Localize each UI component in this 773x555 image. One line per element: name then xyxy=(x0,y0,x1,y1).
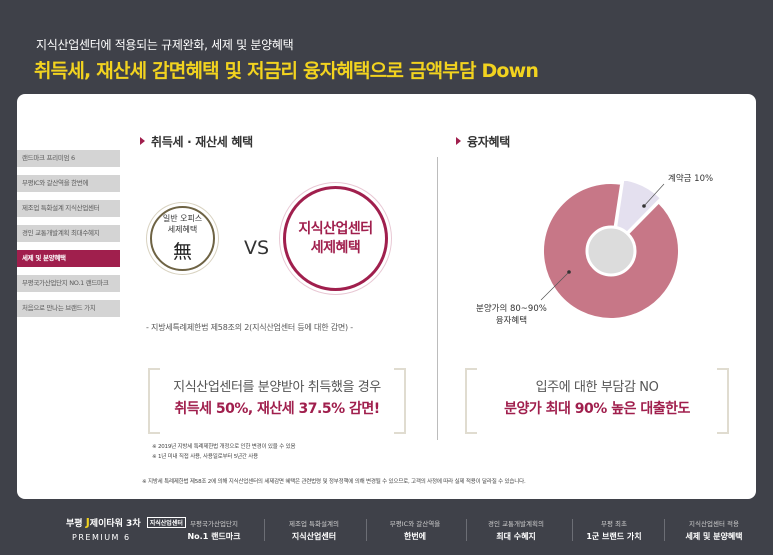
footer-feature-landmark: 부평국가산업단지 No.1 랜드마크 xyxy=(182,518,246,542)
general-office-benefit-label: 세제혜택 xyxy=(167,225,198,234)
loan-section-heading: 융자혜택 xyxy=(456,133,510,150)
footer-feature-brand: 부평 최초 1군 브랜드 가치 xyxy=(578,518,650,542)
sidebar-menu: 랜드마크 프리미엄 6 부평IC와 갈산역을 한번에 제조업 특화설계 지식산업… xyxy=(17,150,120,325)
tax-heading-text: 취득세 · 재산세 혜택 xyxy=(151,135,253,149)
triangle-bullet-icon xyxy=(140,137,145,145)
feature-small-text: 제조업 특화설계의 xyxy=(289,520,339,528)
pie-center-hole xyxy=(585,225,637,277)
general-office-circle: 일반 오피스 세제혜택 無 xyxy=(150,206,215,271)
page-title: 취득세, 재산세 감면혜택 및 저금리 융자혜택으로 금액부담 Down xyxy=(34,60,539,82)
feature-small-text: 부평국가산업단지 xyxy=(190,520,238,528)
sidebar-item-transport[interactable]: 경인 교통개발계획 최대수혜지 xyxy=(17,225,120,242)
footer-divider xyxy=(466,519,467,541)
tax-benefit-box: 지식산업센터를 분양받아 취득했을 경우 취득세 50%, 재산세 37.5% … xyxy=(148,368,406,434)
section-divider xyxy=(437,157,438,440)
feature-bold-text: 최대 수혜지 xyxy=(496,532,536,541)
feature-small-text: 지식산업센터 적용 xyxy=(689,520,739,528)
sidebar-item-manufacturing[interactable]: 제조업 특화설계 지식산업센터 xyxy=(17,200,120,217)
tax-footnote-2: ※ 1년 미내 직접 사용, 사용일로부터 5년간 사용 xyxy=(152,454,259,460)
feature-small-text: 부평 최초 xyxy=(601,520,627,528)
brand-tag: 지식산업센터 xyxy=(146,517,186,528)
feature-bold-text: No.1 랜드마크 xyxy=(187,532,241,541)
sidebar-item-tax-benefits[interactable]: 세제 및 분양혜택 xyxy=(17,250,120,267)
loan-pie-chart xyxy=(542,181,680,320)
feature-bold-text: 지식산업센터 xyxy=(291,532,337,541)
tax-footnote-1: ※ 2019년 지방세 특례제한법 개정으로 인한 변경이 있을 수 있음 xyxy=(152,444,296,450)
brand-premium: PREMIUM 6 xyxy=(72,533,131,542)
sidebar-item-industrial-landmark[interactable]: 부평국가산업단지 NO.1 랜드마크 xyxy=(17,275,120,292)
loan-benefit-highlight: 분양가 최대 90% 높은 대출한도 xyxy=(504,401,690,417)
deposit-label: 계약금 10% xyxy=(668,174,714,184)
loan-share-line1: 분양가의 80~90% xyxy=(476,304,547,314)
feature-bold-text: 한번에 xyxy=(403,532,427,541)
law-reference: - 지방세특례제한법 제58조의 2(지식산업센터 등에 대한 감면) - xyxy=(146,323,353,332)
loan-share-label: 분양가의 80~90% 융자혜택 xyxy=(476,303,547,327)
feature-bold-text: 세제 및 분양혜택 xyxy=(685,532,743,541)
brand-prefix: 부평 xyxy=(66,519,83,529)
sidebar-item-location[interactable]: 부평IC와 갈산역을 한번에 xyxy=(17,175,120,192)
loan-share-line2: 융자혜택 xyxy=(495,316,528,326)
general-office-label: 일반 오피스 xyxy=(162,214,203,223)
vs-label: VS xyxy=(244,237,270,259)
brand-name: 부평 J제이타워 3차 지식산업센터 xyxy=(66,516,186,529)
loan-benefit-subtitle: 입주에 대한 부담감 NO xyxy=(535,380,659,395)
bottom-disclaimer: ※ 지방세 특례제한법 제58조 2에 의해 지식산업센터의 세제감면 혜택은 … xyxy=(142,479,526,485)
footer-divider xyxy=(572,519,573,541)
brand-title: 제이타워 3차 xyxy=(89,519,141,529)
tax-benefit-condition: 지식산업센터를 분양받아 취득했을 경우 xyxy=(173,380,381,395)
tax-benefit-highlight: 취득세 50%, 재산세 37.5% 감면! xyxy=(174,401,380,417)
triangle-bullet-icon xyxy=(456,137,461,145)
knowledge-center-circle: 지식산업센터 세제혜택 xyxy=(283,186,388,291)
footer-divider xyxy=(664,519,665,541)
footer-divider xyxy=(366,519,367,541)
feature-bold-text: 1군 브랜드 가치 xyxy=(586,532,642,541)
knowledge-center-benefit-label: 세제혜택 xyxy=(310,239,361,256)
sidebar-item-landmark-premium[interactable]: 랜드마크 프리미엄 6 xyxy=(17,150,120,167)
loan-heading-text: 융자혜택 xyxy=(467,135,510,149)
feature-small-text: 경인 교통개발계획의 xyxy=(488,520,544,528)
none-mark: 無 xyxy=(172,241,192,263)
tax-section-heading: 취득세 · 재산세 혜택 xyxy=(140,133,253,150)
knowledge-center-label: 지식산업센터 xyxy=(298,220,373,237)
page-subtitle: 지식산업센터에 적용되는 규제완화, 세제 및 분양혜택 xyxy=(36,38,294,52)
loan-benefit-box: 입주에 대한 부담감 NO 분양가 최대 90% 높은 대출한도 xyxy=(465,368,729,434)
feature-small-text: 부평IC와 갈산역을 xyxy=(389,520,441,528)
footer-divider xyxy=(264,519,265,541)
brand-j-logo-icon: J xyxy=(85,516,90,529)
sidebar-item-brand-value[interactable]: 처음으로 만나는 브랜드 가치 xyxy=(17,300,120,317)
